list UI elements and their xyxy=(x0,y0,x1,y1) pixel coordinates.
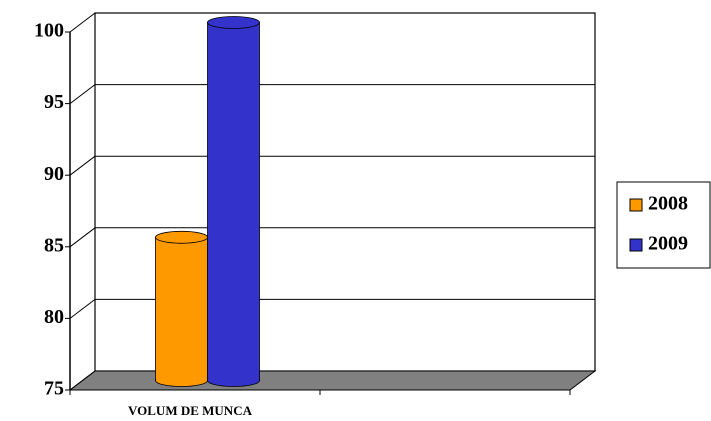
legend-swatch xyxy=(629,198,643,212)
side-grid-line xyxy=(69,370,96,391)
x-tick-label: VOLUM DE MUNCA xyxy=(128,403,253,418)
y-tick-label: 80 xyxy=(44,306,64,328)
floor xyxy=(68,370,597,391)
legend-label: 2008 xyxy=(648,193,688,215)
y-tick-label: 75 xyxy=(44,378,64,400)
bar-body xyxy=(156,237,207,381)
legend-box xyxy=(616,181,711,269)
legend-swatch xyxy=(629,238,643,252)
side-grid-line xyxy=(69,84,96,104)
bar-top xyxy=(155,230,208,244)
side-grid-line xyxy=(69,155,96,176)
legend-label: 2009 xyxy=(648,233,688,255)
side-grid-line xyxy=(69,227,96,248)
bar-body xyxy=(208,22,259,381)
side-grid-line xyxy=(69,299,96,319)
y-tick-label: 95 xyxy=(44,91,64,113)
side-grid-line xyxy=(69,12,96,33)
bar-top xyxy=(207,16,260,29)
y-tick-label: 100 xyxy=(34,20,64,42)
y-tick-label: 90 xyxy=(44,163,64,185)
y-tick-label: 85 xyxy=(44,234,64,256)
